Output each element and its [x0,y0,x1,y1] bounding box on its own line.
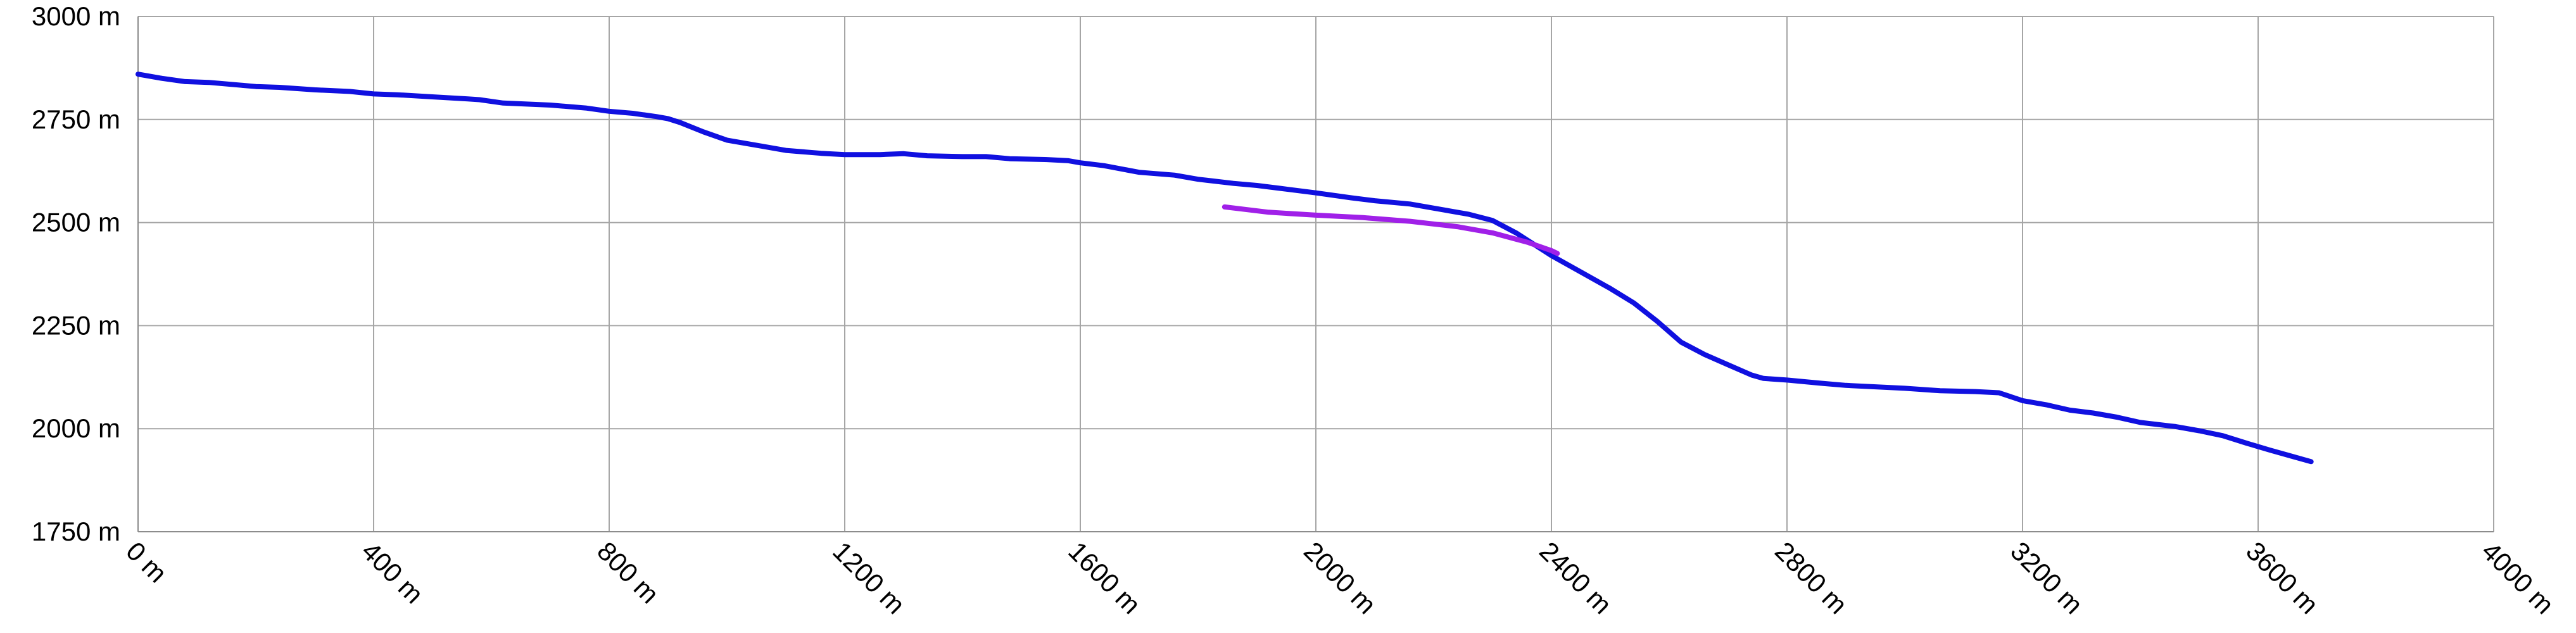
y-axis-ticks: 3000 m 2750 m 2500 m 2250 m 2000 m 1750 m [32,1,120,546]
series-lines [136,72,2314,465]
x-tick-label: 0 m [120,536,173,589]
y-tick-label: 3000 m [32,1,120,31]
grid [137,16,2494,532]
x-tick-label: 1600 m [1063,536,1146,620]
y-tick-label: 2250 m [32,310,120,340]
x-tick-label: 2400 m [1534,536,1617,620]
x-axis-ticks: 0 m 400 m 800 m 1200 m 1600 m 2000 m 2400 m 280… [120,536,2560,620]
y-tick-label: 2500 m [32,208,120,237]
y-tick-label: 2000 m [32,413,120,443]
x-tick-label: 4000 m [2476,536,2560,620]
axes [137,16,2494,532]
x-tick-label: 3200 m [2005,536,2088,620]
x-tick-label: 800 m [591,536,665,610]
y-tick-label: 2750 m [32,104,120,134]
series-line-2 [1222,204,1560,256]
x-tick-label: 2800 m [1769,536,1853,620]
x-tick-label: 1200 m [827,536,911,620]
y-tick-label: 1750 m [32,517,120,546]
x-tick-label: 2000 m [1298,536,1382,620]
x-tick-label: 3600 m [2240,536,2324,620]
x-tick-label: 400 m [356,536,429,610]
series-line-1 [136,72,2314,465]
